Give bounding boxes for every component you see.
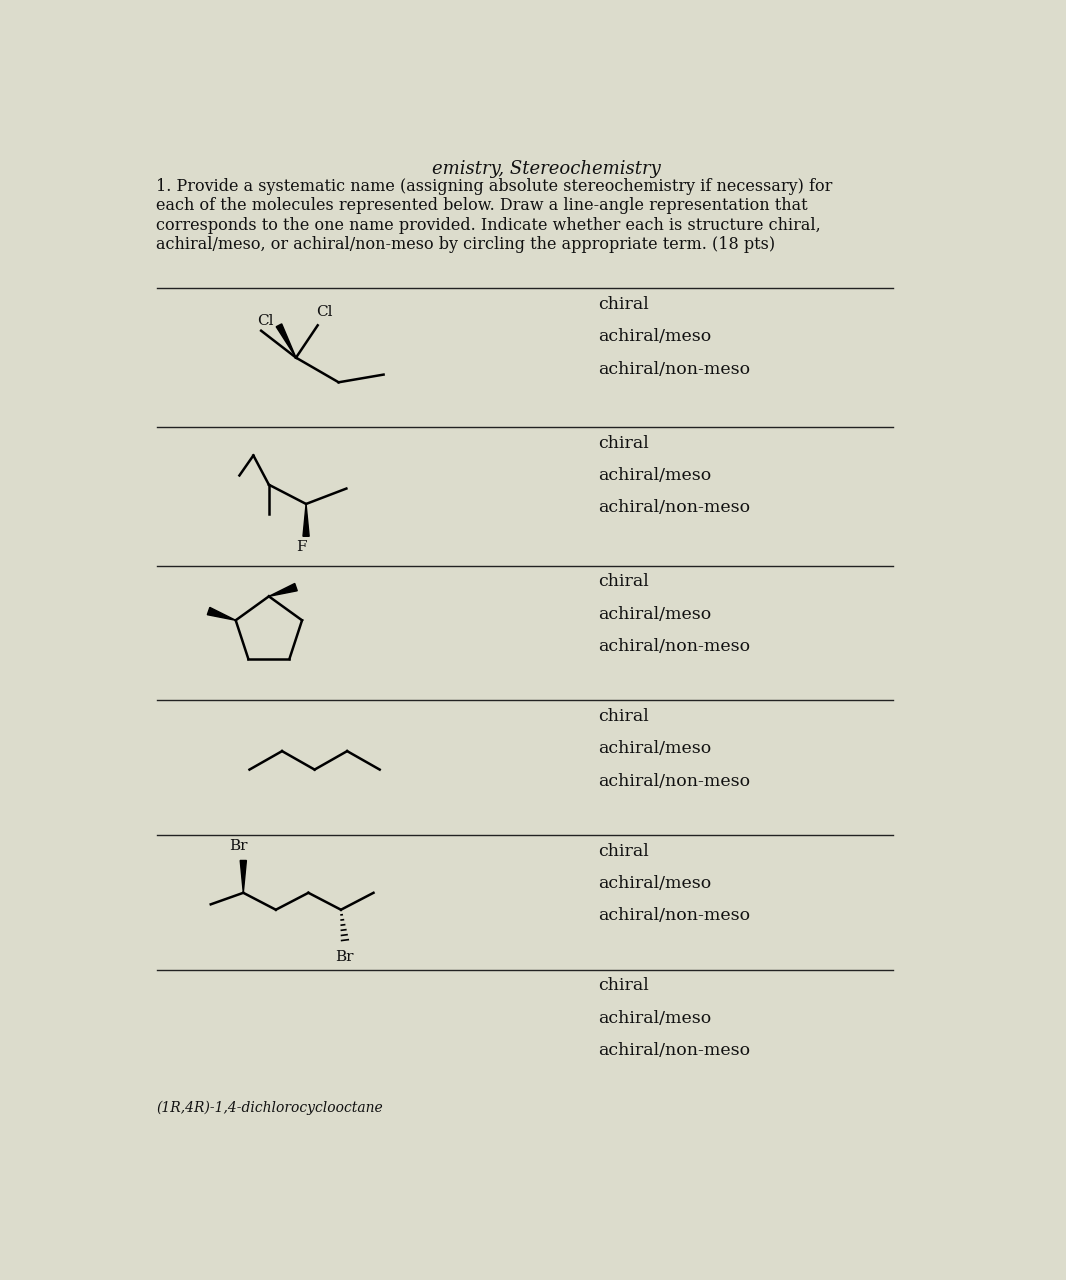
Polygon shape xyxy=(269,584,297,596)
Text: chiral: chiral xyxy=(598,978,649,995)
Text: Cl: Cl xyxy=(257,315,274,329)
Polygon shape xyxy=(276,324,296,357)
Text: achiral/meso: achiral/meso xyxy=(598,1010,711,1027)
Text: each of the molecules represented below. Draw a line-angle representation that: each of the molecules represented below.… xyxy=(157,197,808,215)
Text: Br: Br xyxy=(335,950,353,964)
Text: achiral/meso: achiral/meso xyxy=(598,605,711,622)
Text: emistry, Stereochemistry: emistry, Stereochemistry xyxy=(432,160,661,178)
Text: achiral/meso: achiral/meso xyxy=(598,467,711,484)
Text: achiral/meso: achiral/meso xyxy=(598,876,711,892)
Text: chiral: chiral xyxy=(598,296,649,314)
Text: chiral: chiral xyxy=(598,573,649,590)
Text: chiral: chiral xyxy=(598,842,649,860)
Text: achiral/non-meso: achiral/non-meso xyxy=(598,637,750,655)
Polygon shape xyxy=(207,608,236,621)
Text: chiral: chiral xyxy=(598,708,649,724)
Text: achiral/non-meso: achiral/non-meso xyxy=(598,361,750,378)
Text: achiral/meso: achiral/meso xyxy=(598,329,711,346)
Polygon shape xyxy=(240,860,246,893)
Text: Br: Br xyxy=(229,838,248,852)
Text: achiral/non-meso: achiral/non-meso xyxy=(598,1042,750,1059)
Text: chiral: chiral xyxy=(598,435,649,452)
Text: achiral/non-meso: achiral/non-meso xyxy=(598,908,750,924)
Text: 1. Provide a systematic name (assigning absolute stereochemistry if necessary) f: 1. Provide a systematic name (assigning … xyxy=(157,178,833,196)
Text: achiral/meso, or achiral/non-meso by circling the appropriate term. (18 pts): achiral/meso, or achiral/non-meso by cir… xyxy=(157,236,776,253)
Text: corresponds to the one name provided. Indicate whether each is structure chiral,: corresponds to the one name provided. In… xyxy=(157,216,821,234)
Text: Cl: Cl xyxy=(317,305,333,319)
Polygon shape xyxy=(303,504,309,536)
Text: achiral/non-meso: achiral/non-meso xyxy=(598,499,750,516)
Text: F: F xyxy=(296,540,307,554)
Text: achiral/meso: achiral/meso xyxy=(598,740,711,758)
Text: achiral/non-meso: achiral/non-meso xyxy=(598,773,750,790)
Text: (1R,4R)-1,4-dichlorocyclooctane: (1R,4R)-1,4-dichlorocyclooctane xyxy=(157,1101,384,1115)
